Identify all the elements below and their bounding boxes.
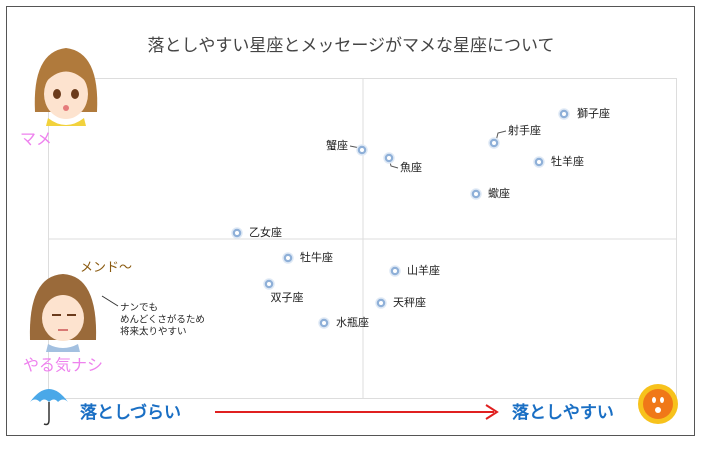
speech-line: 将来太りやすい bbox=[120, 326, 187, 338]
point-label: 牡牛座 bbox=[300, 250, 333, 264]
character-top bbox=[34, 48, 98, 126]
point-label: 獅子座 bbox=[577, 106, 610, 120]
point-center bbox=[286, 256, 290, 260]
point-label: 山羊座 bbox=[407, 263, 440, 277]
point-label: 牡羊座 bbox=[551, 154, 584, 168]
point-label: 蠍座 bbox=[488, 186, 510, 200]
umbrella-icon bbox=[30, 389, 68, 426]
point-center bbox=[492, 141, 496, 145]
right-label: 落としやすい bbox=[512, 403, 614, 423]
point-center bbox=[537, 160, 541, 164]
point-label: 射手座 bbox=[508, 123, 541, 137]
point-center bbox=[267, 282, 271, 286]
point-label: 乙女座 bbox=[249, 225, 282, 239]
point-center bbox=[360, 148, 364, 152]
point-label: 水瓶座 bbox=[336, 315, 369, 329]
mumble: メンド～ bbox=[80, 261, 132, 276]
point-label: 双子座 bbox=[271, 290, 304, 304]
point-center bbox=[379, 301, 383, 305]
top-label: マメ bbox=[20, 130, 52, 149]
bottom-label: やる気ナシ bbox=[23, 356, 103, 375]
sun-icon bbox=[638, 384, 678, 424]
point-label: 天秤座 bbox=[393, 295, 426, 309]
point-center bbox=[393, 269, 397, 273]
arrow-head bbox=[485, 404, 499, 420]
frame bbox=[6, 6, 695, 436]
point-label: 魚座 bbox=[400, 160, 422, 174]
speech-line: ナンでも bbox=[120, 303, 158, 314]
point-center bbox=[235, 231, 239, 235]
point-center bbox=[562, 112, 566, 116]
point-center bbox=[322, 321, 326, 325]
speech-pointer bbox=[101, 295, 119, 307]
point-center bbox=[387, 156, 391, 160]
title: 落としやすい星座とメッセージがマメな星座について bbox=[148, 36, 555, 56]
point-label: 蟹座 bbox=[326, 138, 348, 152]
character-bottom bbox=[29, 274, 97, 352]
left-label: 落としづらい bbox=[80, 403, 181, 423]
speech-line: めんどくさがるため bbox=[120, 314, 205, 326]
point-center bbox=[474, 192, 478, 196]
